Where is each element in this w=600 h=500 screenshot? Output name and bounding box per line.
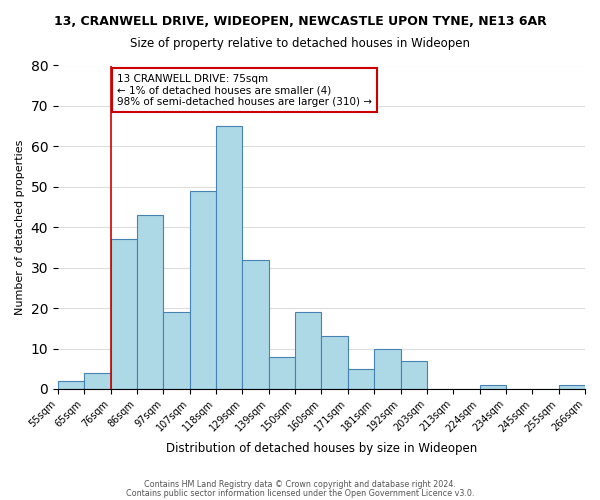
Bar xyxy=(110,240,137,389)
Text: Contains HM Land Registry data © Crown copyright and database right 2024.: Contains HM Land Registry data © Crown c… xyxy=(144,480,456,489)
Text: 13, CRANWELL DRIVE, WIDEOPEN, NEWCASTLE UPON TYNE, NE13 6AR: 13, CRANWELL DRIVE, WIDEOPEN, NEWCASTLE … xyxy=(53,15,547,28)
Bar xyxy=(348,368,374,389)
Bar xyxy=(322,336,348,389)
Text: Size of property relative to detached houses in Wideopen: Size of property relative to detached ho… xyxy=(130,38,470,51)
Bar xyxy=(269,356,295,389)
Bar xyxy=(295,312,322,389)
X-axis label: Distribution of detached houses by size in Wideopen: Distribution of detached houses by size … xyxy=(166,442,477,455)
Bar xyxy=(58,381,84,389)
Text: Contains public sector information licensed under the Open Government Licence v3: Contains public sector information licen… xyxy=(126,488,474,498)
Bar xyxy=(137,215,163,389)
Bar xyxy=(374,348,401,389)
Bar xyxy=(242,260,269,389)
Bar xyxy=(163,312,190,389)
Bar xyxy=(559,385,585,389)
Bar xyxy=(216,126,242,389)
Bar xyxy=(479,385,506,389)
Text: 13 CRANWELL DRIVE: 75sqm
← 1% of detached houses are smaller (4)
98% of semi-det: 13 CRANWELL DRIVE: 75sqm ← 1% of detache… xyxy=(117,74,372,107)
Y-axis label: Number of detached properties: Number of detached properties xyxy=(15,140,25,315)
Bar xyxy=(84,373,110,389)
Bar xyxy=(401,360,427,389)
Bar xyxy=(190,191,216,389)
